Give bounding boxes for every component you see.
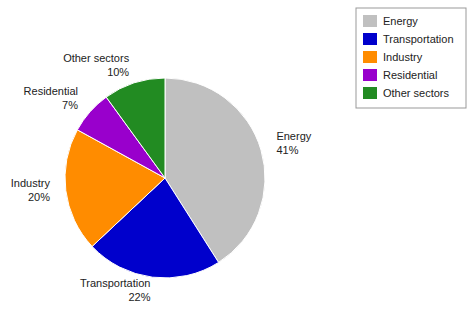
legend-item: Energy xyxy=(363,15,418,27)
data-label: 10% xyxy=(107,66,129,78)
legend-swatch xyxy=(363,15,377,27)
legend-label: Transportation xyxy=(383,33,454,45)
data-label: 41% xyxy=(276,144,298,156)
legend-swatch xyxy=(363,33,377,45)
legend-swatch xyxy=(363,51,377,63)
data-label: 20% xyxy=(28,191,50,203)
legend-item: Industry xyxy=(363,51,423,63)
chart: Energy 41% Transportation 22% Industry 20% Res… xyxy=(0,0,474,334)
data-label: 22% xyxy=(128,291,150,303)
legend-item: Other sectors xyxy=(363,87,450,99)
data-labels: Energy 41% Transportation 22% Industry 20% Res… xyxy=(11,52,312,303)
pie-slice xyxy=(106,78,165,178)
legend: Energy Transportation Industry Residential O… xyxy=(356,8,466,108)
data-label-category: Industry xyxy=(11,177,51,189)
legend-swatch xyxy=(363,87,377,99)
data-label-category: Residential xyxy=(24,85,78,97)
data-label-category: Other sectors xyxy=(63,52,130,64)
legend-frame xyxy=(356,8,466,108)
data-label-category: Transportation xyxy=(80,277,151,289)
data-label: 7% xyxy=(62,99,78,111)
legend-item: Transportation xyxy=(363,33,454,45)
data-label-category: Energy xyxy=(276,130,311,142)
pie xyxy=(65,78,265,278)
legend-label: Industry xyxy=(383,51,423,63)
legend-label: Residential xyxy=(383,69,437,81)
legend-label: Other sectors xyxy=(383,87,450,99)
legend-label: Energy xyxy=(383,15,418,27)
legend-item: Residential xyxy=(363,69,437,81)
legend-swatch xyxy=(363,69,377,81)
